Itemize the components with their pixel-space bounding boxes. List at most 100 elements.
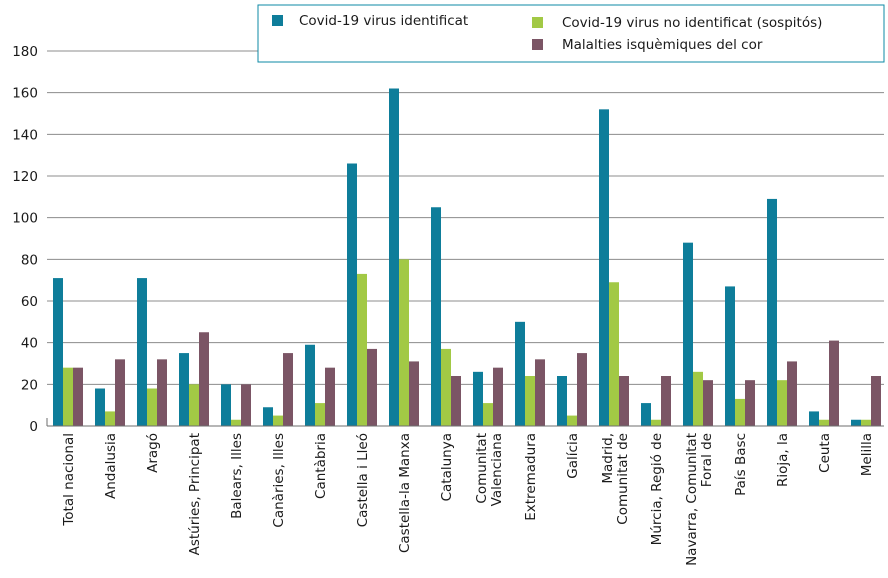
legend-label-sospitos: Covid-19 virus no identificat (sospitós) — [562, 15, 822, 31]
bar — [661, 376, 671, 426]
bar — [95, 388, 105, 426]
x-tick-label: Comunitat Valenciana — [474, 433, 505, 506]
x-tick-label: Total nacional — [61, 433, 77, 527]
bar — [599, 109, 609, 426]
bar — [473, 371, 483, 426]
bar — [315, 403, 325, 426]
x-tick-label-line: Múrcia, Regió de — [649, 433, 665, 545]
bar — [829, 340, 839, 426]
bar — [179, 353, 189, 426]
bar — [231, 419, 241, 426]
x-tick-label: País Basc — [733, 433, 749, 496]
bars — [53, 88, 881, 426]
bar — [567, 415, 577, 426]
x-tick-label-line: Aragó — [145, 433, 161, 473]
x-tick-label-line: Cantàbria — [313, 433, 329, 499]
x-tick-label-line: Valenciana — [489, 433, 505, 506]
bar — [63, 367, 73, 426]
bar — [325, 367, 335, 426]
bar — [725, 286, 735, 426]
bar — [389, 88, 399, 426]
bar — [493, 367, 503, 426]
bar — [767, 198, 777, 426]
legend-swatch-sospitos — [532, 17, 543, 28]
x-tick-label: Cantàbria — [313, 433, 329, 499]
bar — [819, 419, 829, 426]
bar — [53, 278, 63, 426]
bar — [861, 419, 871, 426]
bar — [535, 359, 545, 426]
y-tick-label: 160 — [12, 86, 38, 102]
bar — [431, 207, 441, 426]
bar — [241, 384, 251, 426]
bar — [157, 359, 167, 426]
x-tick-label-line: Extremadura — [523, 433, 539, 521]
bar — [703, 380, 713, 426]
x-tick-label: Astúries, Principat — [187, 433, 203, 555]
y-tick-label: 140 — [12, 127, 38, 143]
legend: Covid-19 virus identificat Covid-19 viru… — [257, 4, 885, 63]
x-tick-label: Galícia — [565, 433, 581, 479]
bar — [525, 376, 535, 426]
x-tick-label-line: Castella-la Manxa — [397, 433, 413, 553]
x-tick-label-line: País Basc — [733, 433, 749, 496]
bar — [871, 376, 881, 426]
y-tick-label: 40 — [21, 336, 38, 352]
x-tick-label: Canàries, Illes — [271, 433, 287, 528]
x-tick-label: Catalunya — [439, 433, 455, 501]
bar — [651, 419, 661, 426]
legend-box — [257, 4, 885, 63]
x-tick-label-line: Comunitat — [474, 433, 490, 504]
bar — [347, 163, 357, 426]
y-tick-label: 80 — [21, 252, 38, 268]
x-tick-label-line: Astúries, Principat — [187, 433, 203, 555]
x-tick-label: Rioja, la — [775, 433, 791, 487]
x-tick-label-line: Navarra, Comunitat — [684, 433, 700, 566]
y-tick-label: 180 — [12, 44, 38, 60]
y-axis: 0 20 40 60 80 100 120 140 160 180 — [12, 44, 38, 435]
x-tick-label: Andalusia — [103, 433, 119, 499]
bar — [441, 348, 451, 426]
bar — [809, 411, 819, 426]
bar — [577, 353, 587, 426]
x-tick-label-line: Comunitat de — [615, 433, 631, 525]
bar — [221, 384, 231, 426]
bar — [189, 384, 199, 426]
bar — [273, 415, 283, 426]
bar — [693, 371, 703, 426]
bar — [609, 282, 619, 426]
x-axis: Total nacional Andalusia Aragó Astúries, Pr… — [46, 418, 884, 566]
y-tick-label: 20 — [21, 377, 38, 393]
x-tick-label: Melilla — [859, 433, 875, 476]
bar — [641, 403, 651, 426]
x-tick-label-line: Ceuta — [817, 433, 833, 473]
y-tick-label: 0 — [29, 419, 38, 435]
x-tick-label-line: Total nacional — [61, 433, 77, 527]
y-tick-label: 120 — [12, 169, 38, 185]
x-tick-label: Navarra, Comunitat Foral de — [684, 433, 715, 566]
bar — [735, 398, 745, 426]
x-tick-label-line: Catalunya — [439, 433, 455, 501]
x-tick-label-line: Castella i Lleó — [355, 433, 371, 527]
x-tick-label: Castella i Lleó — [355, 433, 371, 527]
bar — [147, 388, 157, 426]
bar — [515, 321, 525, 426]
legend-swatch-identificat — [272, 15, 283, 26]
bar — [73, 367, 83, 426]
bar — [115, 359, 125, 426]
x-tick-label-line: Andalusia — [103, 433, 119, 499]
x-tick-label: Madrid, Comunitat de — [600, 433, 631, 525]
bar — [851, 419, 861, 426]
legend-label-isquemiques: Malalties isquèmiques del cor — [562, 37, 763, 53]
x-tick-label-line: Foral de — [699, 433, 715, 487]
bar — [263, 407, 273, 426]
bar — [745, 380, 755, 426]
x-tick-label: Balears, Illes — [229, 433, 245, 519]
x-tick-label-line: Galícia — [565, 433, 581, 479]
bar — [787, 361, 797, 426]
legend-swatch-isquemiques — [532, 39, 543, 50]
bar — [451, 376, 461, 426]
bar — [105, 411, 115, 426]
bar — [137, 278, 147, 426]
